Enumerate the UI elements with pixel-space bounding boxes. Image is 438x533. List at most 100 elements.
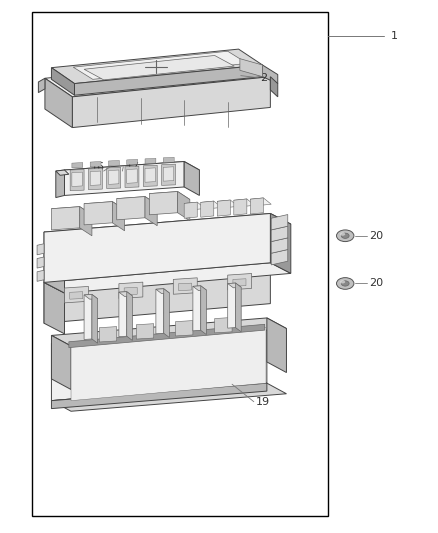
Polygon shape xyxy=(44,214,270,282)
Polygon shape xyxy=(270,214,291,273)
Polygon shape xyxy=(145,197,157,226)
Polygon shape xyxy=(56,170,64,198)
Text: 17: 17 xyxy=(125,162,140,172)
Polygon shape xyxy=(145,168,155,182)
Polygon shape xyxy=(51,383,286,411)
Polygon shape xyxy=(64,286,88,303)
Polygon shape xyxy=(125,166,139,188)
Polygon shape xyxy=(109,160,119,166)
Polygon shape xyxy=(117,197,145,220)
Polygon shape xyxy=(228,273,252,290)
Polygon shape xyxy=(143,165,157,187)
Polygon shape xyxy=(178,191,190,221)
Polygon shape xyxy=(72,163,83,168)
Polygon shape xyxy=(234,199,247,215)
Polygon shape xyxy=(37,270,44,281)
Polygon shape xyxy=(162,164,176,185)
Polygon shape xyxy=(163,157,174,163)
Polygon shape xyxy=(64,161,184,196)
Polygon shape xyxy=(136,324,154,339)
Polygon shape xyxy=(72,77,270,127)
Polygon shape xyxy=(119,282,143,298)
Polygon shape xyxy=(271,249,288,265)
Polygon shape xyxy=(251,198,263,214)
Polygon shape xyxy=(184,202,197,218)
Polygon shape xyxy=(201,286,206,335)
Polygon shape xyxy=(70,169,84,191)
Polygon shape xyxy=(51,335,71,390)
Polygon shape xyxy=(193,286,201,331)
Ellipse shape xyxy=(340,232,345,236)
Polygon shape xyxy=(88,168,102,190)
Polygon shape xyxy=(215,318,232,333)
Polygon shape xyxy=(267,318,286,373)
Polygon shape xyxy=(44,232,64,293)
Polygon shape xyxy=(201,201,222,209)
Text: 20: 20 xyxy=(369,278,383,288)
Polygon shape xyxy=(74,65,262,95)
Polygon shape xyxy=(92,294,98,343)
Polygon shape xyxy=(119,292,127,337)
Polygon shape xyxy=(37,257,44,268)
Polygon shape xyxy=(228,283,236,328)
Polygon shape xyxy=(233,279,246,286)
Polygon shape xyxy=(64,161,199,179)
Polygon shape xyxy=(173,278,197,294)
Polygon shape xyxy=(156,289,170,294)
Polygon shape xyxy=(70,292,83,299)
Polygon shape xyxy=(149,191,178,215)
Polygon shape xyxy=(117,197,157,207)
Ellipse shape xyxy=(341,281,349,286)
Polygon shape xyxy=(184,202,205,210)
Polygon shape xyxy=(72,172,82,187)
Polygon shape xyxy=(217,200,230,216)
Polygon shape xyxy=(44,263,291,293)
Polygon shape xyxy=(176,320,193,336)
Bar xyxy=(32,12,328,516)
Polygon shape xyxy=(84,55,234,80)
Text: 19: 19 xyxy=(256,397,270,407)
Polygon shape xyxy=(119,292,132,296)
Polygon shape xyxy=(163,167,174,181)
Polygon shape xyxy=(73,51,247,79)
Polygon shape xyxy=(44,282,64,334)
Polygon shape xyxy=(156,289,164,334)
Polygon shape xyxy=(228,283,241,288)
Polygon shape xyxy=(39,78,45,93)
Polygon shape xyxy=(149,191,190,201)
Polygon shape xyxy=(90,171,101,185)
Polygon shape xyxy=(84,201,113,225)
Polygon shape xyxy=(51,318,286,346)
Polygon shape xyxy=(44,214,291,243)
Polygon shape xyxy=(262,65,278,84)
Text: 2: 2 xyxy=(260,72,268,83)
Polygon shape xyxy=(113,201,124,231)
Ellipse shape xyxy=(340,280,345,284)
Polygon shape xyxy=(51,383,267,409)
Polygon shape xyxy=(45,78,72,127)
Text: 20: 20 xyxy=(369,231,383,241)
Polygon shape xyxy=(37,244,44,255)
Polygon shape xyxy=(51,207,80,230)
Polygon shape xyxy=(234,199,254,207)
Polygon shape xyxy=(270,77,278,97)
Polygon shape xyxy=(127,169,137,183)
Polygon shape xyxy=(99,327,117,342)
Polygon shape xyxy=(51,68,74,95)
Polygon shape xyxy=(44,263,270,323)
Polygon shape xyxy=(56,170,69,175)
Polygon shape xyxy=(201,201,214,217)
Polygon shape xyxy=(271,238,288,253)
Polygon shape xyxy=(271,215,288,230)
Ellipse shape xyxy=(341,233,349,238)
Polygon shape xyxy=(71,327,266,401)
Text: 1: 1 xyxy=(391,31,398,41)
Polygon shape xyxy=(84,201,124,212)
Polygon shape xyxy=(193,286,206,290)
Polygon shape xyxy=(236,283,241,332)
Ellipse shape xyxy=(336,278,354,289)
Polygon shape xyxy=(51,49,262,84)
Text: 16: 16 xyxy=(91,162,105,172)
Polygon shape xyxy=(127,292,132,341)
Polygon shape xyxy=(217,200,238,208)
